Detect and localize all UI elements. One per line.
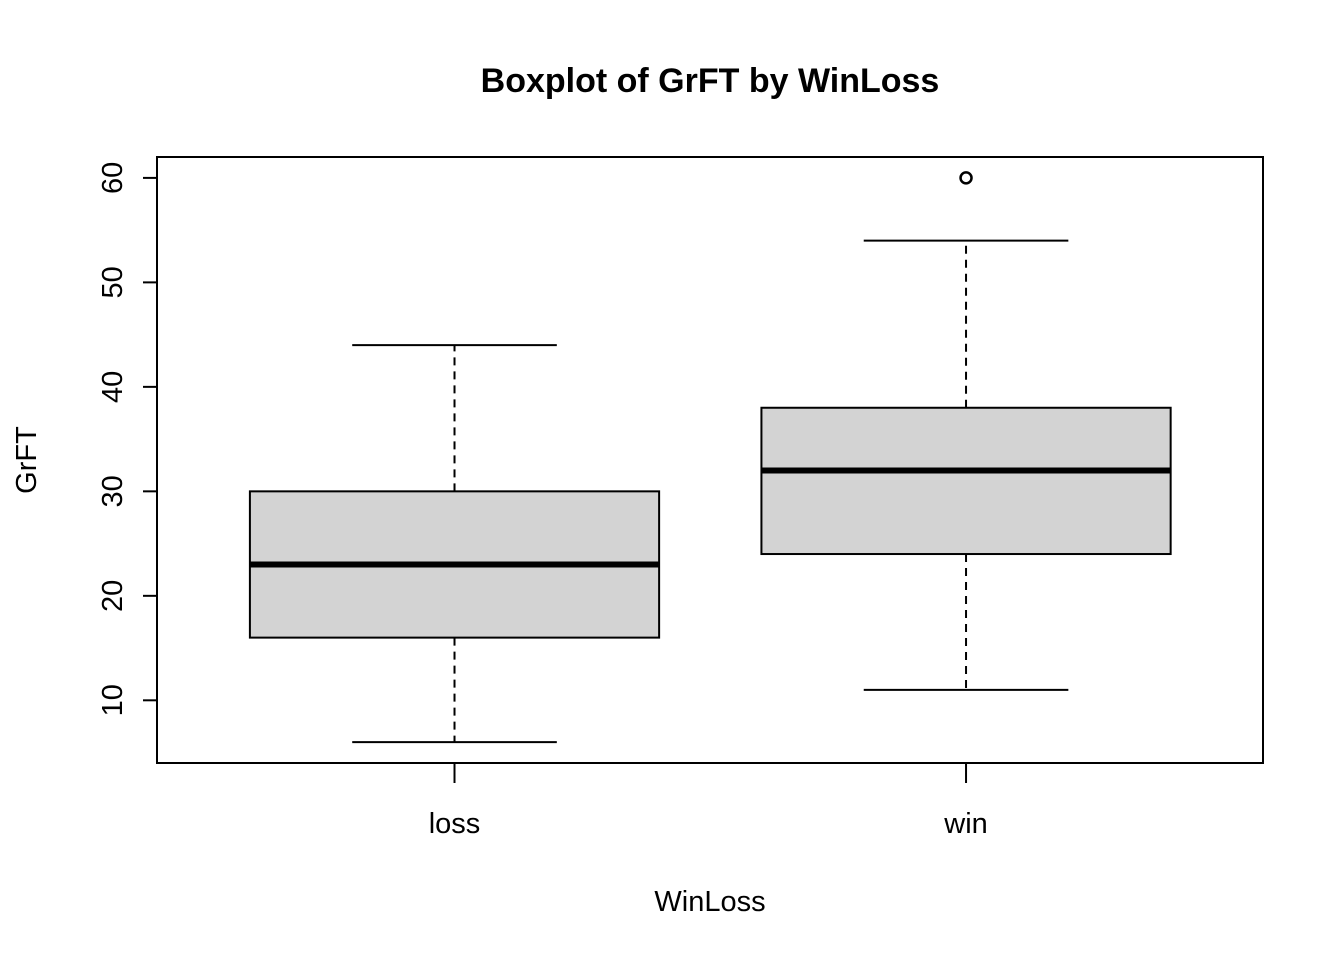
box-series bbox=[248, 171, 1172, 744]
y-tick-label: 10 bbox=[97, 684, 129, 716]
y-axis: 10 20 30 40 50 60 bbox=[97, 162, 158, 716]
outlier-point bbox=[959, 171, 973, 185]
x-axis: loss win bbox=[429, 763, 988, 840]
iqr-box bbox=[760, 406, 1172, 556]
y-tick-label: 50 bbox=[97, 266, 129, 298]
chart-title: Boxplot of GrFT by WinLoss bbox=[481, 62, 940, 100]
x-axis-label: WinLoss bbox=[654, 886, 765, 918]
y-tick-label: 60 bbox=[97, 162, 129, 194]
y-tick-label: 30 bbox=[97, 475, 129, 507]
x-tick-label: loss bbox=[429, 808, 481, 840]
x-tick-label: win bbox=[943, 808, 988, 840]
y-tick-label: 40 bbox=[97, 371, 129, 403]
box-win bbox=[760, 171, 1172, 691]
y-tick-label: 20 bbox=[97, 580, 129, 612]
y-axis-label: GrFT bbox=[11, 426, 43, 494]
box-loss bbox=[248, 344, 661, 744]
